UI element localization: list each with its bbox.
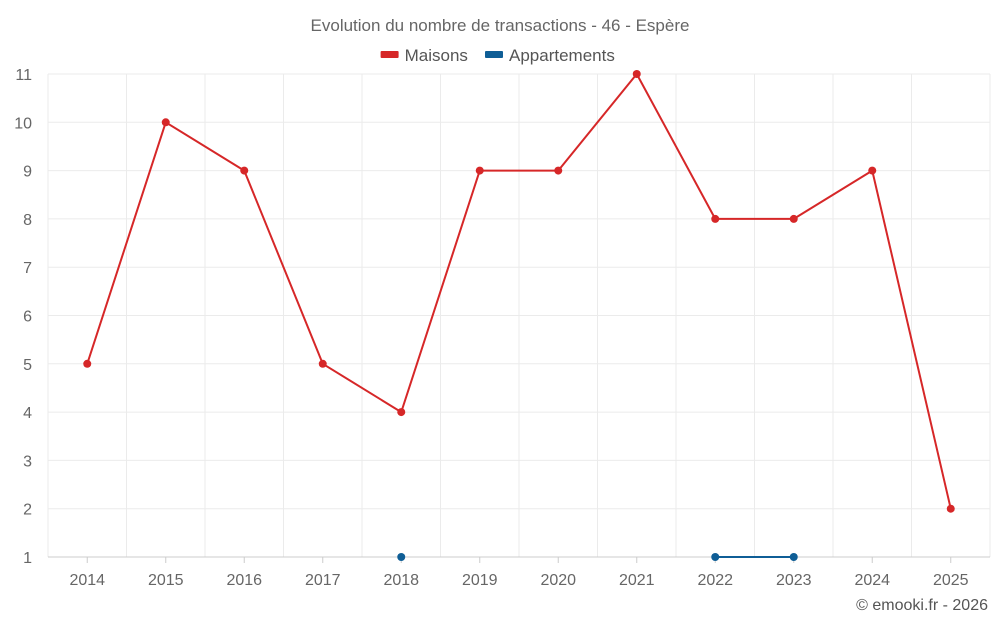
data-point-maisons-2024[interactable] [868,166,877,175]
x-tick-label-2020: 2020 [540,572,576,589]
legend-item-maisons[interactable]: Maisons [380,46,468,65]
data-point-appartements-2018[interactable] [397,553,406,561]
y-axis: 1 2 3 4 5 6 7 8 9 10 11 [14,67,32,567]
legend-swatch-appartements [485,51,503,58]
data-point-maisons-2018[interactable] [397,408,406,417]
data-point-maisons-2017[interactable] [318,359,327,368]
data-point-appartements-2022[interactable] [711,553,720,561]
data-point-maisons-2022[interactable] [711,214,720,223]
x-tick-label-2023: 2023 [776,572,812,589]
data-point-maisons-2023[interactable] [789,214,798,223]
legend-swatch-maisons [380,51,399,58]
series-layer [83,70,955,561]
y-tick-label-10: 10 [14,115,32,132]
y-tick-label-9: 9 [23,164,32,181]
y-tick-label-11: 11 [15,67,32,84]
data-point-maisons-2015[interactable] [161,118,170,127]
y-tick-label-1: 1 [23,550,32,567]
x-axis: 2014 2015 2016 2017 2018 2019 2020 2021 2022 2023… [69,557,969,589]
legend: Maisons Appartements [380,46,615,65]
x-tick-label-2025: 2025 [933,572,969,589]
x-tick-label-2014: 2014 [69,572,105,589]
y-tick-label-6: 6 [23,309,32,326]
data-point-maisons-2019[interactable] [475,166,484,175]
x-tick-label-2021: 2021 [619,572,655,589]
data-point-maisons-2016[interactable] [240,166,249,175]
x-tick-label-2015: 2015 [148,572,184,589]
legend-label-appartements: Appartements [509,46,615,65]
chart-title: Evolution du nombre de transactions - 46… [311,16,690,35]
data-point-maisons-2020[interactable] [554,166,563,175]
series-appartements [397,553,798,561]
data-point-maisons-2025[interactable] [946,504,955,513]
x-tick-label-2024: 2024 [854,572,890,589]
credit-text: © emooki.fr - 2026 [856,597,988,614]
legend-item-appartements[interactable]: Appartements [485,46,615,65]
x-tick-label-2019: 2019 [462,572,498,589]
data-point-appartements-2023[interactable] [789,553,798,561]
legend-label-maisons: Maisons [405,46,468,65]
y-tick-label-2: 2 [23,502,32,519]
x-tick-label-2016: 2016 [226,572,262,589]
y-tick-label-7: 7 [23,260,32,277]
y-tick-label-3: 3 [23,453,32,470]
y-tick-label-5: 5 [23,357,32,374]
data-point-maisons-2021[interactable] [632,70,641,78]
y-tick-label-8: 8 [23,212,32,229]
data-point-maisons-2014[interactable] [83,359,92,368]
series-maisons [83,70,955,513]
x-tick-label-2017: 2017 [305,572,341,589]
x-tick-label-2022: 2022 [697,572,733,589]
y-tick-label-4: 4 [23,405,32,422]
grid [47,73,991,558]
series-line-maisons-0 [86,73,952,509]
x-tick-label-2018: 2018 [383,572,419,589]
